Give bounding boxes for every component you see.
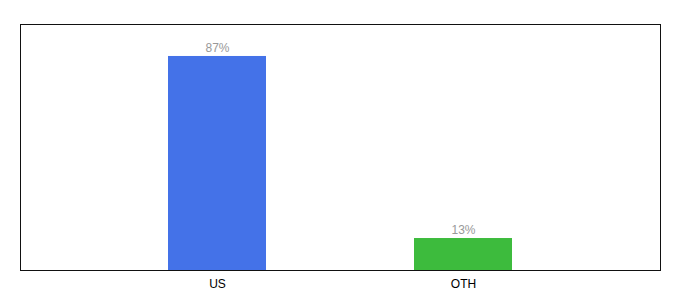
svg-text:87%: 87% <box>205 41 229 55</box>
svg-text:OTH: OTH <box>451 277 476 291</box>
svg-text:US: US <box>209 277 226 291</box>
svg-text:13%: 13% <box>451 223 475 237</box>
